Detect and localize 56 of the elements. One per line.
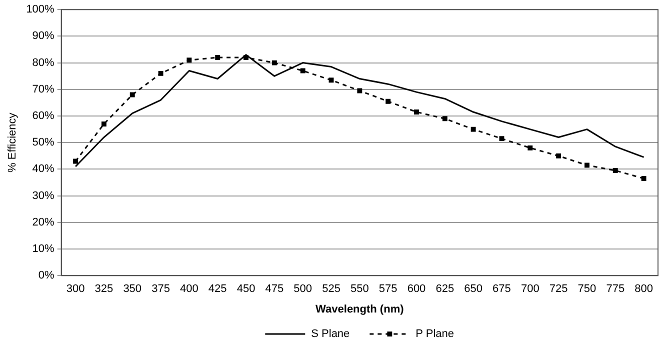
y-axis-title: % Efficiency (6, 112, 19, 172)
x-tick-label: 600 (407, 283, 426, 296)
x-tick-label: 325 (94, 283, 114, 296)
x-tick-label: 625 (436, 283, 454, 296)
point (641, 176, 646, 181)
point (272, 60, 277, 66)
y-tick-label: 90% (32, 30, 55, 42)
point (556, 153, 562, 158)
x-tick-label: 750 (578, 283, 596, 296)
x-tick-label: 725 (549, 283, 568, 296)
y-tick-label: 10% (32, 243, 55, 256)
y-tick-label: 0% (38, 270, 55, 282)
point (215, 55, 220, 60)
point (73, 158, 78, 164)
y-tick-label: 60% (32, 110, 55, 122)
x-axis-title: Wavelength (nm) (316, 303, 404, 316)
point (357, 88, 362, 94)
y-tick-label: 20% (32, 216, 55, 228)
x-tick-label: 525 (322, 283, 340, 296)
point (470, 126, 476, 132)
point (158, 70, 164, 76)
x-tick-label: 400 (180, 283, 198, 296)
point (442, 116, 448, 122)
x-tick-label: 300 (66, 283, 85, 296)
x-tick-label: 425 (208, 283, 227, 296)
x-tick-label: 450 (236, 283, 256, 296)
point (300, 68, 306, 74)
x-tick-label: 775 (606, 283, 625, 296)
y-tick-label: 70% (32, 83, 55, 96)
x-tick-label: 700 (520, 283, 540, 296)
point (101, 122, 106, 126)
y-tick-label: 50% (32, 136, 55, 149)
x-tick-label: 675 (492, 283, 511, 296)
point (414, 110, 419, 114)
y-tick-label: 40% (32, 163, 55, 176)
point (584, 162, 590, 168)
x-tick-label: 550 (350, 283, 369, 296)
point (130, 92, 135, 98)
y-tick-label: 80% (32, 56, 55, 69)
x-tick-label: 650 (464, 283, 482, 296)
point (528, 145, 533, 150)
legend-label: S Plane (311, 328, 350, 340)
point (186, 58, 192, 63)
x-tick-label: 575 (378, 283, 398, 296)
x-tick-label: 475 (265, 283, 284, 296)
point (612, 168, 618, 174)
point (328, 78, 334, 83)
x-tick-label: 375 (152, 283, 170, 296)
point (386, 98, 391, 104)
x-tick-label: 350 (123, 283, 142, 296)
point (499, 136, 504, 142)
y-tick-label: 30% (32, 190, 55, 202)
legend-label: P Plane (416, 328, 454, 340)
y-tick-label: 100% (26, 4, 55, 16)
x-tick-label: 500 (294, 283, 312, 296)
x-tick-label: 800 (634, 283, 653, 296)
